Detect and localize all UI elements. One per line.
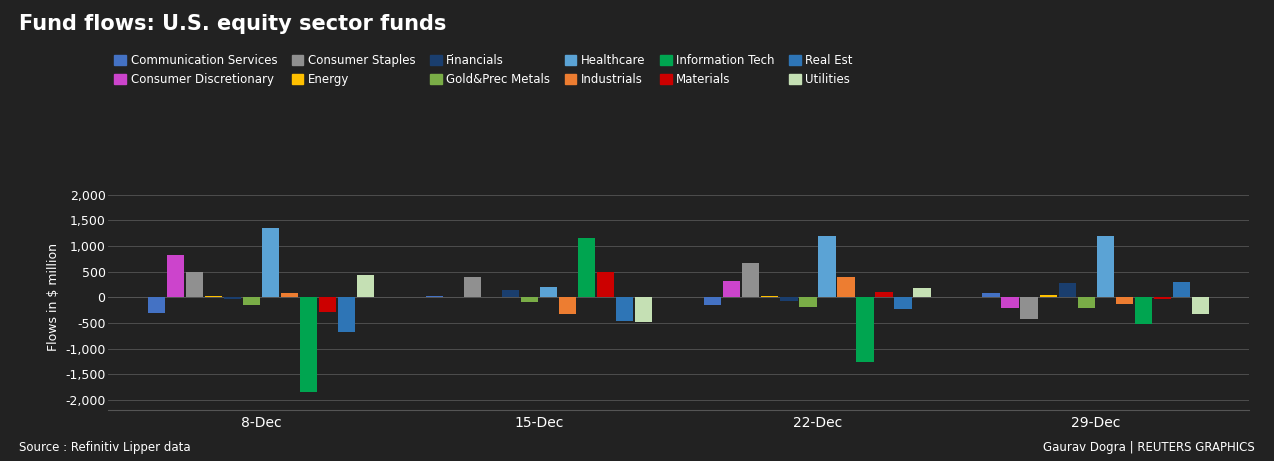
Bar	[427, 296, 443, 297]
Bar	[464, 277, 482, 297]
Bar	[1097, 236, 1113, 297]
Text: Source : Refinitiv Lipper data: Source : Refinitiv Lipper data	[19, 441, 191, 454]
Bar	[743, 263, 759, 297]
Bar	[818, 236, 836, 297]
Bar	[875, 292, 893, 297]
Bar	[578, 238, 595, 297]
Bar	[1191, 297, 1209, 314]
Bar	[762, 296, 778, 297]
Bar	[913, 288, 930, 297]
Bar	[186, 272, 204, 297]
Bar	[799, 297, 817, 307]
Bar	[617, 297, 633, 321]
Bar	[1172, 282, 1190, 297]
Legend: Communication Services, Consumer Discretionary, Consumer Staples, Energy, Financ: Communication Services, Consumer Discret…	[115, 54, 852, 86]
Bar	[1059, 284, 1075, 297]
Bar	[301, 297, 317, 392]
Bar	[282, 293, 298, 297]
Bar	[724, 281, 740, 297]
Bar	[338, 297, 355, 332]
Bar	[521, 297, 539, 302]
Text: Fund flows: U.S. equity sector funds: Fund flows: U.S. equity sector funds	[19, 14, 446, 34]
Bar	[1078, 297, 1094, 307]
Bar	[1116, 297, 1133, 303]
Bar	[540, 287, 558, 297]
Y-axis label: Flows in $ million: Flows in $ million	[47, 243, 60, 351]
Bar	[502, 290, 520, 297]
Bar	[559, 297, 576, 314]
Bar	[243, 297, 260, 305]
Bar	[1040, 295, 1056, 297]
Bar	[1020, 297, 1037, 319]
Bar	[1153, 297, 1171, 299]
Bar	[357, 275, 375, 297]
Bar	[598, 272, 614, 297]
Bar	[837, 278, 855, 297]
Bar	[1135, 297, 1152, 324]
Bar	[705, 297, 721, 305]
Bar	[320, 297, 336, 312]
Text: Gaurav Dogra | REUTERS GRAPHICS: Gaurav Dogra | REUTERS GRAPHICS	[1043, 441, 1255, 454]
Bar	[205, 296, 222, 297]
Bar	[167, 255, 185, 297]
Bar	[781, 297, 798, 301]
Bar	[894, 297, 911, 309]
Bar	[148, 297, 166, 313]
Bar	[224, 297, 241, 299]
Bar	[636, 297, 652, 322]
Bar	[856, 297, 874, 361]
Bar	[1001, 297, 1019, 307]
Bar	[982, 293, 1000, 297]
Bar	[262, 228, 279, 297]
